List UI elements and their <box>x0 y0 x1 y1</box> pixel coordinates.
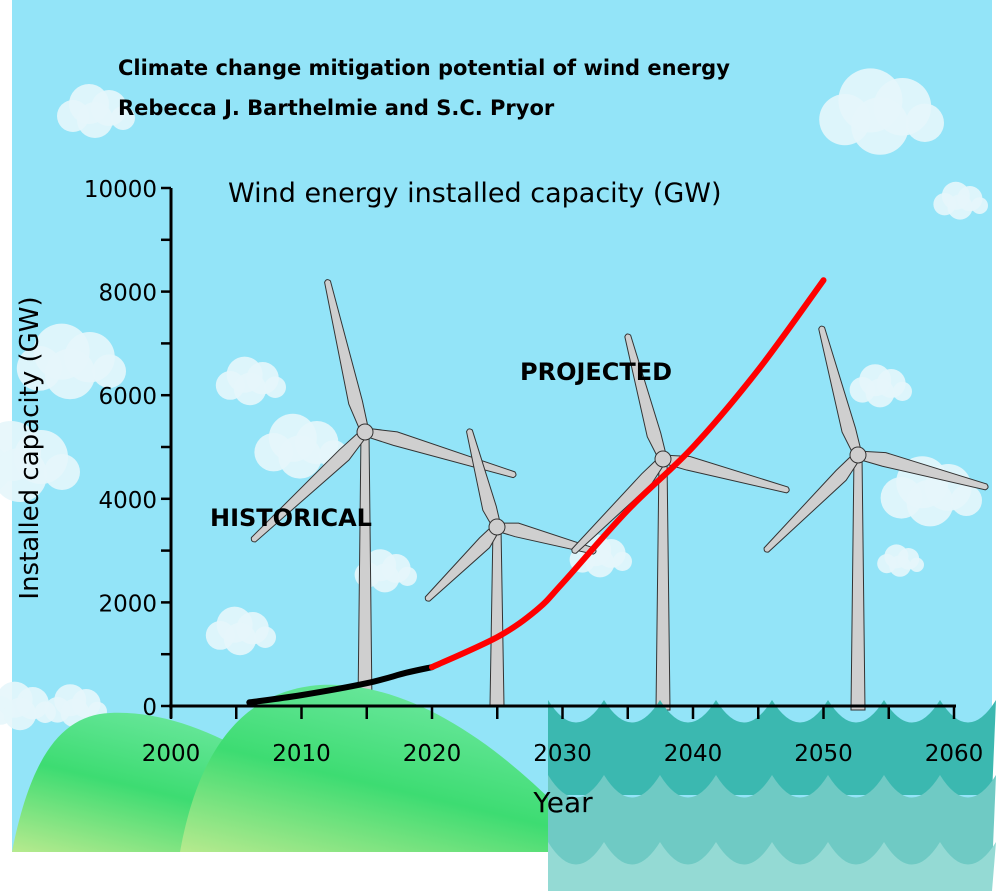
turbine-blade <box>571 455 667 554</box>
cloud-puff <box>44 454 80 490</box>
cloud-puff <box>851 97 909 155</box>
x-axis-label: Year <box>532 786 593 819</box>
cloud-puff <box>909 557 924 572</box>
cloud <box>205 606 276 656</box>
turbine-blade <box>250 428 369 543</box>
x-tick-label: 2030 <box>533 741 592 767</box>
chart-title: Wind energy installed capacity (GW) <box>228 178 722 209</box>
x-tick-label: 2000 <box>142 741 201 767</box>
turbine-tower <box>489 526 505 707</box>
turbine-blade <box>624 333 668 461</box>
turbine-blade <box>324 279 370 434</box>
cloud-puff <box>889 555 911 577</box>
wind-turbine <box>763 325 989 711</box>
turbine-hub <box>654 450 672 468</box>
cloud-puff <box>971 197 988 215</box>
cloud-puff <box>950 484 983 516</box>
axes: 0 2000 4000 6000 8000 10000 2000 2010 2020 2030 20… <box>84 177 983 767</box>
turbine-blade <box>466 428 502 529</box>
cloud-puff <box>3 697 37 731</box>
cloud-puff <box>370 563 400 593</box>
cloud-puff <box>223 622 257 656</box>
cloud-puff <box>233 372 267 406</box>
cloud-puff <box>905 103 944 142</box>
y-tick-label: 8000 <box>98 281 157 307</box>
wind-turbine <box>424 428 597 707</box>
cloud-puff <box>44 348 96 400</box>
cloud-puff <box>906 479 954 527</box>
x-tick-label: 2020 <box>403 741 462 767</box>
x-tick-label: 2040 <box>664 741 723 767</box>
x-tick-label: 2010 <box>272 741 331 767</box>
cloud-puff <box>612 551 633 572</box>
cloud-puff <box>77 102 113 138</box>
cloud <box>0 421 80 502</box>
wave-layer <box>548 842 996 891</box>
wind-turbine <box>250 279 517 707</box>
y-tick-label: 10000 <box>84 177 157 203</box>
turbine-hub <box>488 518 506 536</box>
cloud <box>849 364 913 408</box>
turbine-tower <box>357 431 373 707</box>
cloud <box>819 68 944 155</box>
header-authors: Rebecca J. Barthelmie and S.C. Pryor <box>118 96 555 120</box>
cloud <box>0 681 56 731</box>
cloud-puff <box>264 376 287 399</box>
cloud-puff <box>585 548 615 578</box>
cloud-puff <box>397 566 417 587</box>
y-tick-label: 2000 <box>98 591 157 617</box>
cloud-puff <box>34 701 56 723</box>
y-tick-label: 4000 <box>98 488 157 514</box>
wave-layer <box>548 700 996 795</box>
wind-turbines <box>250 279 989 711</box>
cloud-puff <box>254 626 276 648</box>
cloud-puff <box>947 194 973 220</box>
turbine-blade <box>763 451 862 553</box>
y-tick-label: 6000 <box>98 384 157 410</box>
annotation-historical: HISTORICAL <box>210 504 372 532</box>
turbine-blade <box>818 325 863 457</box>
x-tick-label: 2050 <box>794 741 853 767</box>
sea-waves <box>548 700 996 891</box>
cloud-puff <box>278 435 322 479</box>
cloud-puff <box>865 378 895 408</box>
x-tick-label: 2060 <box>925 741 984 767</box>
y-axis-label: Installed capacity (GW) <box>15 296 45 599</box>
cloud-puff <box>92 354 126 389</box>
cloud-puff <box>892 381 913 401</box>
cloud <box>215 356 287 406</box>
turbine-blade <box>856 450 989 491</box>
turbine-blade <box>424 523 501 602</box>
cloud <box>57 84 135 138</box>
cloud <box>933 181 988 220</box>
y-tick-label: 0 <box>142 695 157 721</box>
series <box>246 277 827 706</box>
turbine-blade <box>661 454 790 494</box>
cloud-puff <box>0 448 47 502</box>
wind-turbine <box>571 333 790 711</box>
turbine-hub <box>356 423 374 441</box>
turbine-hub <box>849 446 867 464</box>
annotation-projected: PROJECTED <box>520 358 672 386</box>
cloud <box>16 323 126 400</box>
turbine-tower <box>655 458 671 711</box>
hill-right <box>180 684 600 852</box>
cloud-puff <box>111 106 135 130</box>
cloud <box>254 413 348 479</box>
turbine-tower <box>850 454 866 711</box>
cloud <box>877 544 924 577</box>
header-title: Climate change mitigation potential of w… <box>118 56 730 80</box>
